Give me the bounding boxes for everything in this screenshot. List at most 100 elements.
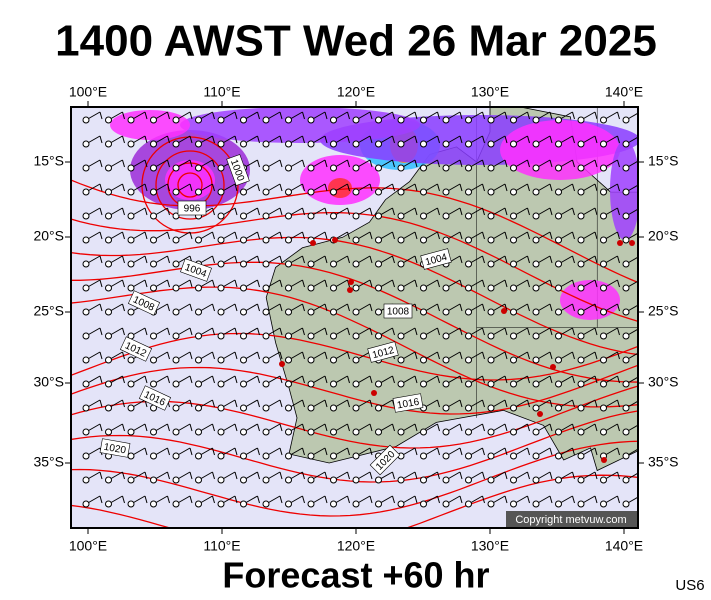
barb-flag [347,327,350,336]
barb-flag [324,423,328,432]
station [375,212,382,220]
station [105,140,112,148]
wind-barb [217,447,238,460]
barb-flag [369,399,373,408]
isobar [71,332,638,381]
wind-barb [420,183,440,196]
barb-flag [617,183,620,192]
barb-flag [459,399,463,408]
wind-barb [510,303,530,316]
station [420,380,427,388]
barb-flag [437,183,440,192]
station [555,332,562,340]
wind-barb [487,375,508,388]
barb-flag [212,375,215,384]
precipitation [500,120,620,180]
barb-flag [437,495,440,504]
barb-flag [617,279,620,288]
wind-barb [442,111,463,124]
wind-barb [330,495,350,508]
barb-flag [414,303,418,312]
station [127,404,135,412]
barb-flag [234,207,238,216]
barb-flag [392,159,395,168]
wind-barb [330,399,350,412]
station [285,404,292,412]
barb-flag [414,207,418,216]
wind-barb [577,375,598,388]
station [465,308,472,316]
barb-flag [572,327,575,336]
barb-flag [122,327,125,336]
station [307,308,315,316]
barb-flag [369,447,373,456]
station [577,476,585,484]
isobar-label-group: 1008 [383,303,413,319]
station [330,188,337,196]
isobar-label: 1020 [103,442,127,457]
station [127,452,135,460]
station [420,164,427,172]
barb-flag [572,207,575,216]
station [285,428,292,436]
station [487,332,495,340]
barb-flag [369,495,373,504]
wind-barb [397,423,418,436]
wind-barb [172,111,193,124]
wind-barb [487,351,508,364]
station [532,356,540,364]
barb-flag [369,159,373,168]
station [352,284,360,292]
wind-barb [487,207,508,220]
station [330,284,337,292]
station [240,212,247,220]
station [172,116,180,124]
barb-flag [459,327,463,336]
wind-barb [555,279,575,292]
station [285,380,292,388]
map-frame [70,106,639,529]
lat-label: 30°S [33,374,64,390]
station [82,116,90,124]
wind-barb [172,423,193,436]
wind-barb [285,447,305,460]
wind-barb [262,495,283,508]
wind-barb [532,447,553,460]
station [330,116,337,124]
wind-barb [600,423,620,436]
station [240,500,247,508]
wind-barb [82,135,103,148]
barb-flag [459,279,463,288]
wind-barb [465,399,485,412]
station [397,332,405,340]
label-box [369,444,401,476]
barb-flag [482,231,485,240]
wind-barb [105,183,125,196]
station [127,164,135,172]
wind-barb [307,279,328,292]
wind-barb [105,423,125,436]
station [442,356,450,364]
wind-barb [577,351,598,364]
station [150,116,157,124]
station [82,428,90,436]
barb-flag [234,423,238,432]
barb-flag [347,135,350,144]
wind-barb [600,471,620,484]
wind-barb [307,135,328,148]
barb-flag [234,375,238,384]
barb-flag [144,207,148,216]
barb-flag [414,279,418,288]
station [127,284,135,292]
station [532,476,540,484]
station [577,164,585,172]
station [577,140,585,148]
station [82,308,90,316]
station [195,332,202,340]
wind-barb [465,327,485,340]
barb-flag [527,351,530,360]
wind-barb [577,231,598,244]
barb-flag [189,351,193,360]
station [105,236,112,244]
wind-barb [532,111,553,124]
